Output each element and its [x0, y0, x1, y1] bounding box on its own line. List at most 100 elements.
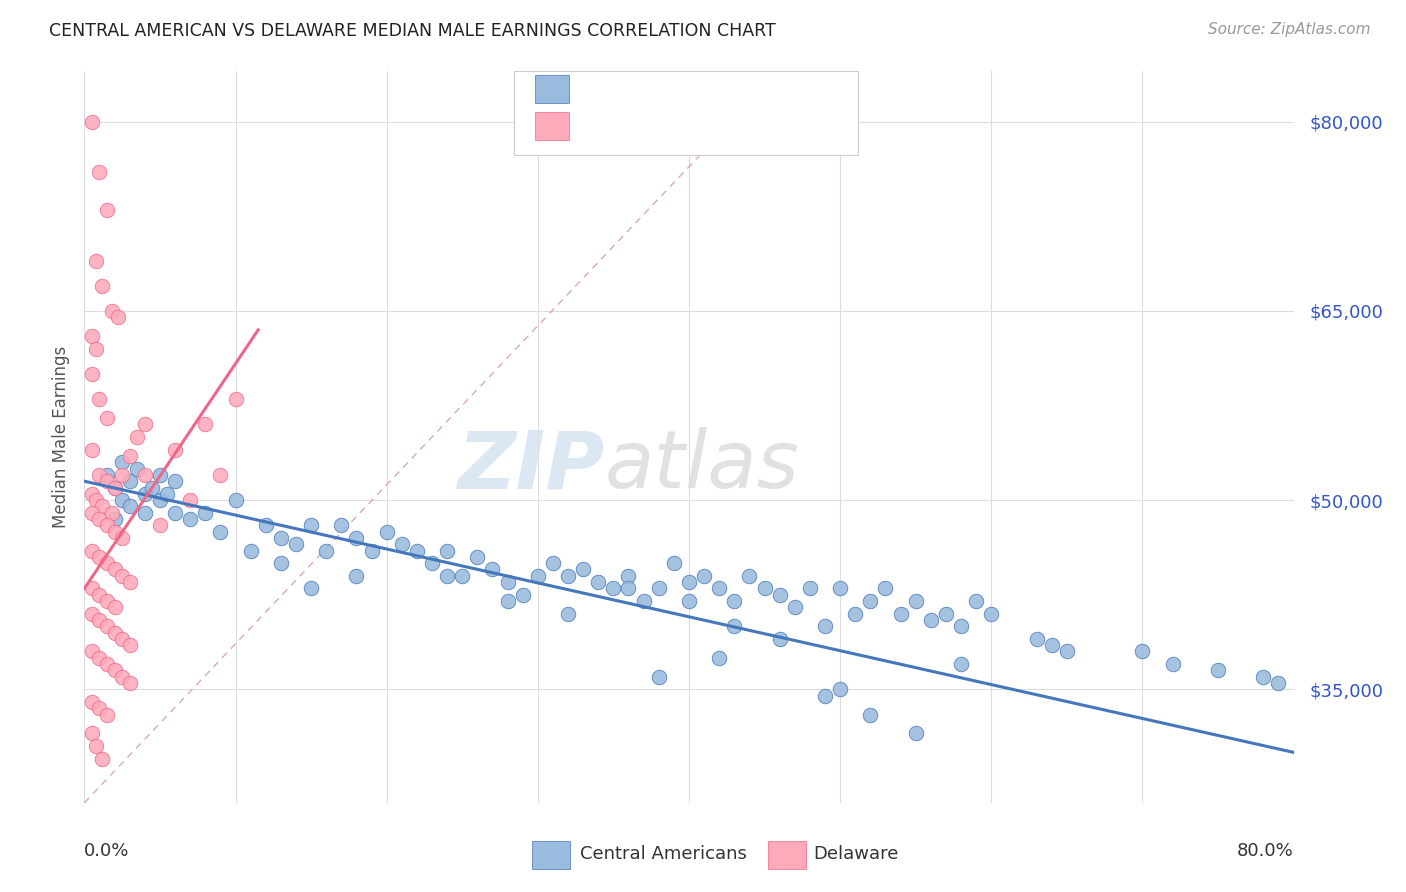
Point: [96, 518, 118, 533]
Point: [156, 487, 179, 501]
Point: [179, 512, 201, 526]
FancyBboxPatch shape: [768, 841, 806, 869]
Point: [467, 549, 489, 564]
Point: [96, 619, 118, 633]
Point: [127, 461, 149, 475]
Point: [104, 512, 127, 526]
Point: [633, 594, 655, 608]
Point: [299, 518, 322, 533]
Point: [80, 543, 103, 558]
Point: [96, 467, 118, 482]
FancyBboxPatch shape: [531, 841, 571, 869]
Point: [693, 569, 716, 583]
Point: [104, 664, 127, 678]
Point: [1161, 657, 1184, 671]
Point: [96, 203, 118, 218]
Point: [134, 487, 156, 501]
Point: [890, 607, 912, 621]
Point: [315, 543, 337, 558]
Point: [111, 670, 134, 684]
Point: [104, 481, 127, 495]
Text: ZIP: ZIP: [457, 427, 605, 506]
Point: [89, 613, 111, 627]
Point: [111, 455, 134, 469]
Point: [617, 582, 640, 596]
Point: [80, 607, 103, 621]
Point: [165, 442, 187, 457]
Text: Delaware: Delaware: [814, 845, 898, 863]
Point: [96, 707, 118, 722]
Point: [481, 562, 503, 576]
Point: [149, 493, 172, 508]
Point: [1267, 676, 1289, 690]
Point: [391, 537, 413, 551]
Point: [1025, 632, 1047, 646]
Point: [1206, 664, 1229, 678]
Point: [270, 531, 292, 545]
Point: [225, 392, 247, 407]
Point: [96, 474, 118, 488]
Point: [194, 417, 217, 432]
Point: [678, 594, 700, 608]
Point: [96, 556, 118, 570]
Point: [723, 594, 745, 608]
Point: [648, 582, 671, 596]
Point: [935, 607, 957, 621]
Point: [89, 549, 111, 564]
Point: [111, 569, 134, 583]
Point: [80, 695, 103, 709]
Point: [512, 588, 534, 602]
Point: [96, 594, 118, 608]
Point: [950, 619, 973, 633]
Point: [111, 493, 134, 508]
Point: [950, 657, 973, 671]
Point: [80, 487, 103, 501]
Text: N =: N =: [730, 80, 782, 98]
Point: [541, 556, 564, 570]
Point: [830, 682, 852, 697]
Point: [285, 537, 308, 551]
Point: [904, 594, 927, 608]
Point: [844, 607, 866, 621]
Point: [91, 500, 114, 514]
Point: [118, 676, 141, 690]
Text: 80.0%: 80.0%: [1237, 842, 1294, 860]
Point: [783, 600, 806, 615]
Point: [86, 493, 108, 508]
Point: [149, 518, 172, 533]
Point: [572, 562, 595, 576]
Point: [118, 638, 141, 652]
Point: [165, 474, 187, 488]
Point: [89, 467, 111, 482]
Point: [830, 582, 852, 596]
Point: [91, 278, 114, 293]
Point: [1040, 638, 1063, 652]
Point: [104, 600, 127, 615]
Point: [330, 518, 353, 533]
Point: [80, 329, 103, 343]
Point: [420, 556, 443, 570]
Point: [375, 524, 398, 539]
Point: [80, 726, 103, 740]
Text: R =: R =: [588, 80, 626, 98]
Point: [254, 518, 277, 533]
Point: [239, 543, 262, 558]
Point: [149, 467, 172, 482]
Point: [436, 543, 458, 558]
Point: [111, 632, 134, 646]
Point: [111, 467, 134, 482]
Point: [814, 619, 837, 633]
Point: [80, 115, 103, 129]
Point: [648, 670, 671, 684]
Point: [141, 481, 163, 495]
Text: -0.609: -0.609: [633, 80, 697, 98]
Point: [134, 467, 156, 482]
Point: [91, 752, 114, 766]
Point: [557, 569, 579, 583]
Point: [709, 650, 731, 665]
Point: [96, 657, 118, 671]
Point: [799, 582, 821, 596]
Point: [104, 562, 127, 576]
Point: [104, 481, 127, 495]
Point: [1253, 670, 1275, 684]
